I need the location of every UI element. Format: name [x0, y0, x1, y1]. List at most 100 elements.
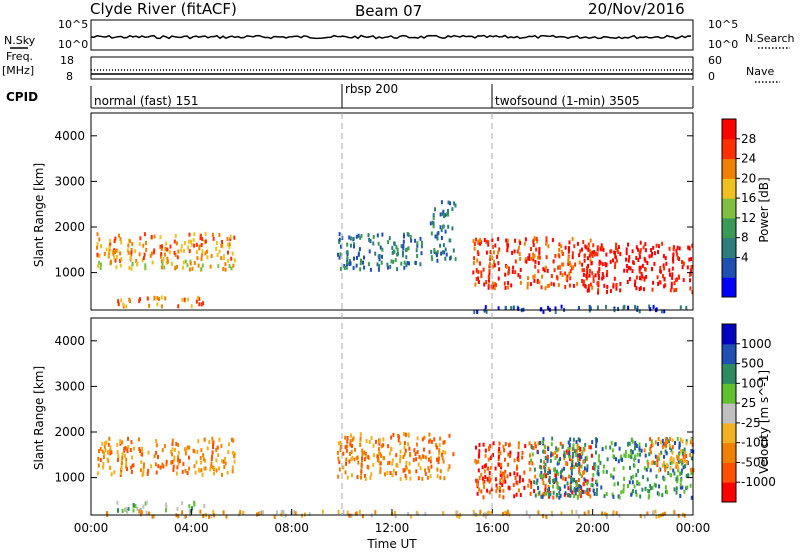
data-cell [441, 250, 444, 255]
data-cell [357, 252, 360, 257]
data-cell [679, 471, 681, 476]
data-cell [643, 276, 646, 281]
data-cell [682, 454, 685, 459]
data-cell [176, 264, 178, 269]
data-cell [557, 471, 560, 476]
data-cell [393, 242, 396, 246]
data-cell [402, 455, 405, 460]
data-cell [430, 231, 433, 236]
data-cell [681, 439, 684, 444]
data-cell [558, 242, 561, 247]
data-cell [575, 462, 577, 467]
data-cell [628, 277, 631, 281]
data-cell [434, 207, 436, 212]
data-cell [165, 459, 168, 464]
data-cell [596, 482, 599, 487]
data-cell [580, 464, 583, 469]
data-cell [596, 438, 598, 443]
data-cell [346, 435, 349, 440]
data-cell [109, 451, 112, 456]
data-cell [130, 250, 133, 255]
data-cell [488, 475, 491, 480]
data-cell [359, 235, 362, 240]
data-cell [233, 453, 236, 458]
data-cell [442, 213, 445, 218]
data-cell [379, 245, 382, 250]
data-cell [257, 511, 260, 516]
cpid-segment-1: normal (fast) 151 [94, 94, 198, 108]
data-cell [573, 488, 576, 493]
data-cell [483, 308, 486, 313]
data-cell [282, 510, 285, 514]
data-cell [396, 247, 399, 252]
data-cell [437, 456, 440, 461]
data-cell [215, 458, 218, 463]
data-cell [434, 234, 437, 239]
data-cell [689, 272, 691, 277]
data-cell [517, 306, 520, 311]
data-cell [338, 255, 341, 260]
data-cell [569, 482, 572, 487]
data-cell [131, 455, 134, 460]
data-cell [186, 445, 189, 450]
data-cell [165, 502, 167, 507]
data-cell [545, 255, 548, 260]
data-cell [177, 304, 180, 309]
data-cell [109, 241, 112, 246]
data-cell [215, 468, 218, 473]
data-cell [577, 514, 580, 519]
data-cell [166, 256, 169, 261]
data-cell [543, 474, 546, 479]
data-cell [610, 473, 612, 478]
data-cell [221, 244, 224, 249]
data-cell [124, 446, 127, 451]
data-cell [558, 254, 561, 259]
data-cell [596, 245, 599, 250]
data-cell [622, 483, 625, 488]
data-cell [202, 453, 205, 458]
data-cell [568, 454, 571, 459]
data-cell [638, 255, 641, 259]
data-cell [615, 283, 618, 288]
data-cell [389, 471, 392, 475]
data-cell [625, 450, 627, 454]
data-cell [508, 486, 511, 491]
data-cell [577, 437, 580, 442]
data-cell [138, 252, 141, 257]
data-cell [435, 445, 438, 450]
data-cell [228, 264, 231, 268]
data-cell [378, 264, 381, 269]
data-cell [628, 480, 631, 485]
data-cell [564, 245, 567, 250]
data-cell [191, 266, 194, 271]
data-cell [683, 489, 686, 494]
data-cell [554, 253, 557, 258]
data-cell [202, 301, 204, 306]
data-cell [367, 455, 370, 460]
data-cell [474, 282, 477, 287]
data-cell [601, 262, 604, 267]
data-cell [611, 492, 614, 497]
data-cell [171, 261, 173, 266]
data-cell [581, 278, 583, 283]
data-cell [403, 445, 406, 450]
data-cell [487, 285, 490, 290]
data-cell [582, 240, 585, 244]
data-cell [436, 457, 438, 462]
data-cell [147, 450, 150, 455]
data-cell [597, 288, 600, 293]
data-cell [171, 452, 173, 457]
data-cell [500, 462, 503, 467]
data-cell [630, 475, 633, 480]
data-cell [380, 454, 383, 458]
data-cell [105, 247, 108, 252]
data-cell [614, 442, 617, 447]
data-cell [502, 444, 505, 449]
data-cell [639, 286, 642, 291]
data-cell [403, 265, 406, 270]
data-cell [145, 500, 148, 505]
data-cell [622, 487, 625, 492]
data-cell [188, 232, 191, 237]
data-cell [605, 514, 608, 519]
data-cell [378, 441, 381, 446]
